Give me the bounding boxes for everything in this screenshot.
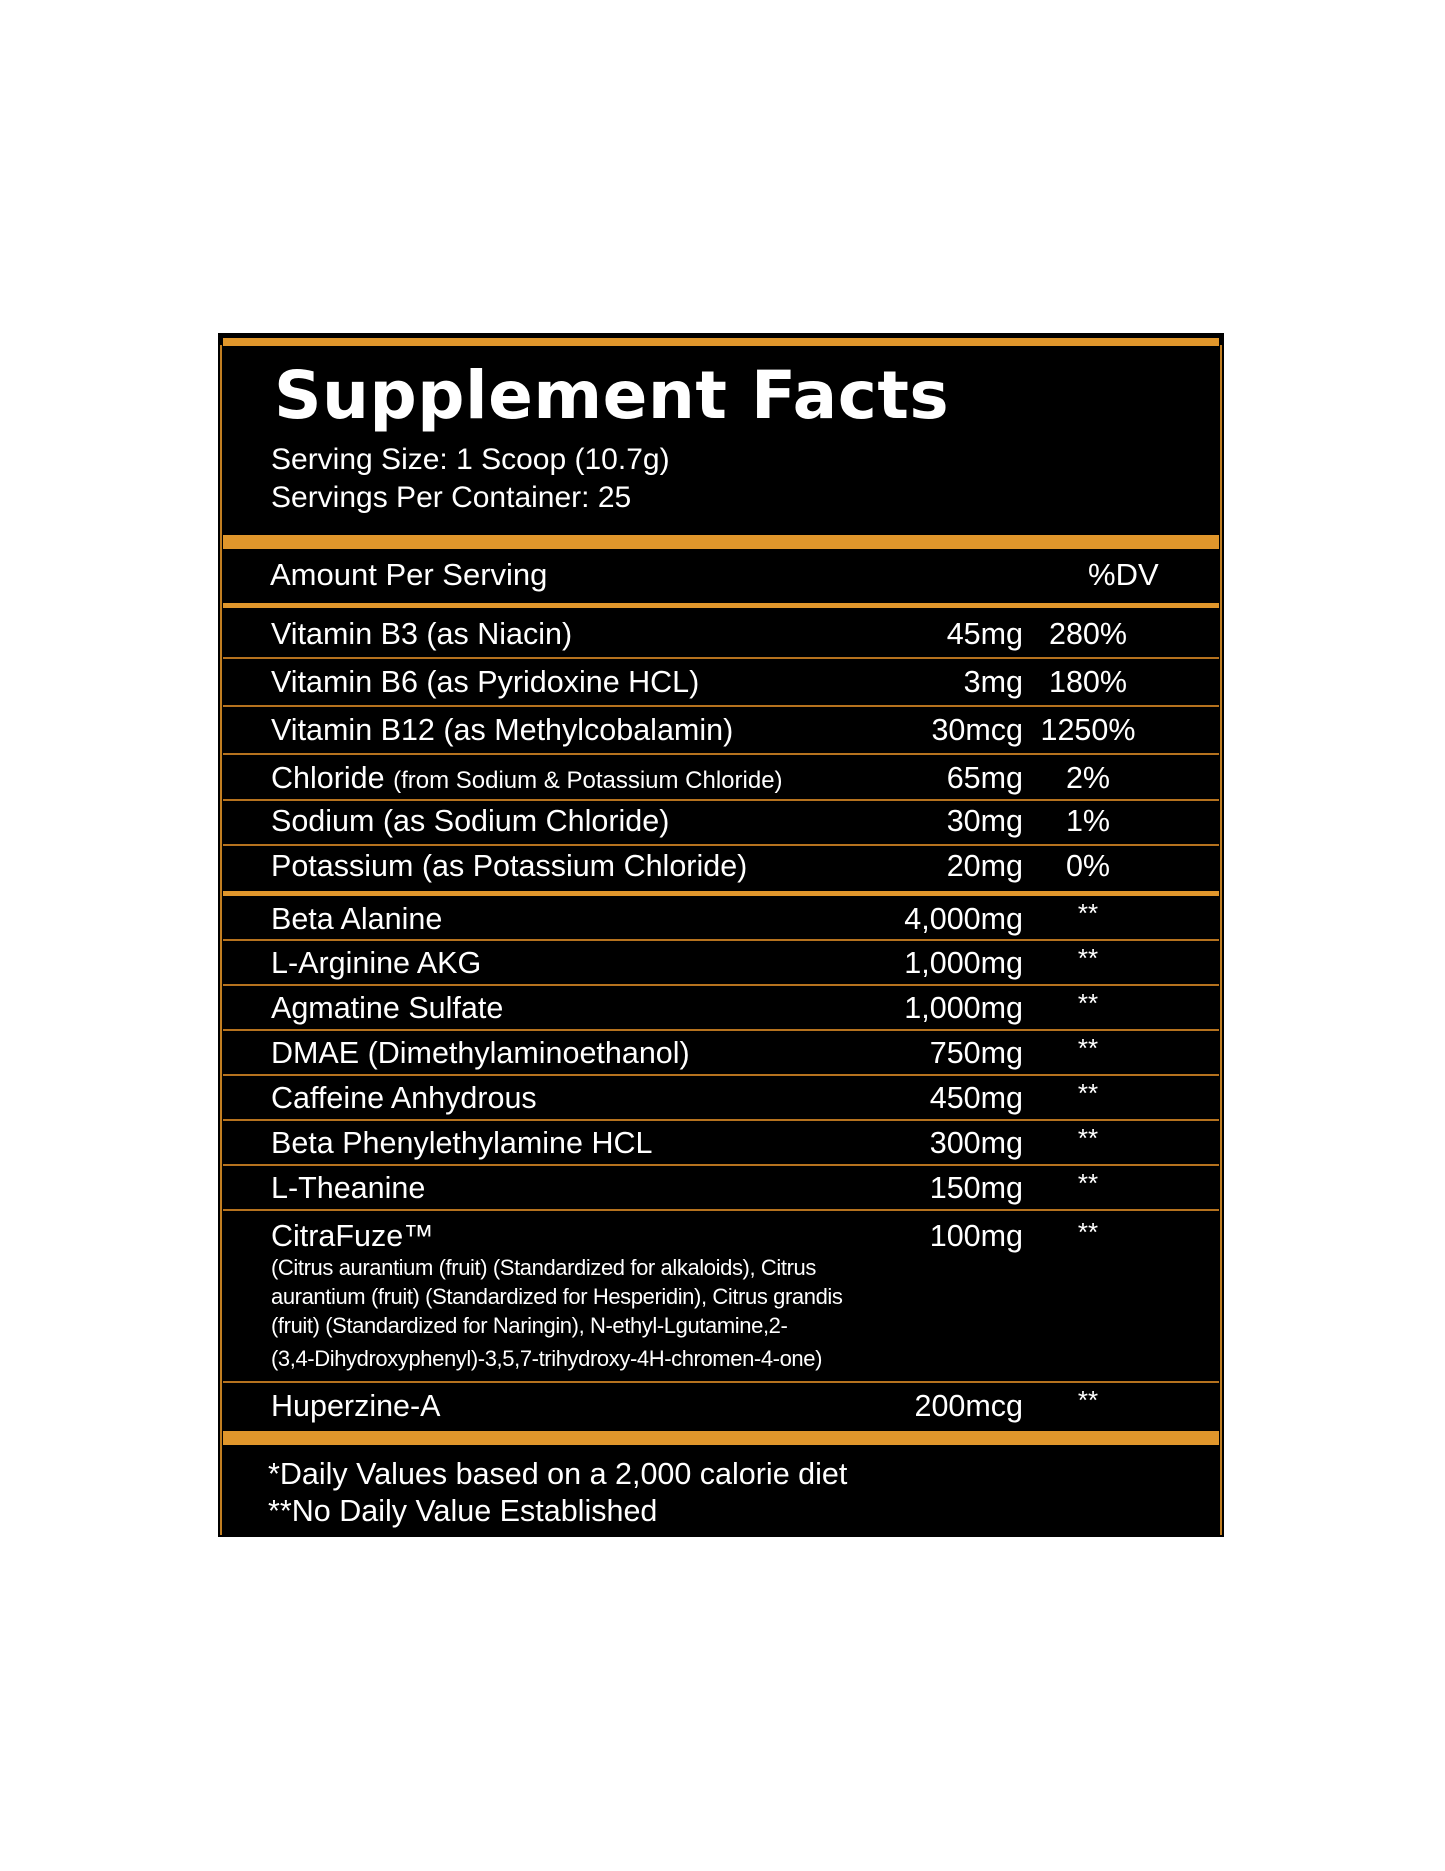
ingredient-row: Beta Phenylethylamine HCL 300mg **	[223, 1121, 1219, 1166]
ingredient-dv: **	[1077, 988, 1099, 1018]
ingredient-dv: **	[1077, 1123, 1099, 1153]
nutrient-dv: 2%	[1065, 761, 1111, 795]
blend-description-line: (fruit) (Standardized for Naringin), N-e…	[271, 1313, 788, 1338]
ingredient-amount: 300mg	[929, 1126, 1023, 1160]
nutrient-amount: 65mg	[946, 761, 1023, 795]
header-bottom-divider	[223, 603, 1219, 608]
vitamin-row: Sodium (as Sodium Chloride) 30mg 1%	[223, 801, 1219, 846]
nutrient-name: Vitamin B3 (as Niacin)	[271, 617, 573, 651]
ingredient-name: Huperzine-A	[271, 1389, 441, 1423]
ingredient-dv: **	[1077, 898, 1099, 928]
ingredient-name: L-Arginine AKG	[271, 946, 482, 980]
serving-size: Serving Size: 1 Scoop (10.7g)	[271, 443, 670, 476]
ingredient-name: Beta Phenylethylamine HCL	[271, 1126, 653, 1160]
ingredient-name: L-Theanine	[271, 1171, 426, 1205]
ingredient-name: Beta Alanine	[271, 902, 443, 936]
ingredient-dv: **	[1077, 1385, 1099, 1415]
nutrient-amount: 3mg	[963, 665, 1023, 699]
ingredient-amount: 100mg	[929, 1219, 1023, 1253]
ingredient-row: Caffeine Anhydrous 450mg **	[223, 1076, 1219, 1121]
ingredient-name: CitraFuze™	[271, 1219, 434, 1253]
nutrient-note: (from Sodium & Potassium Chloride)	[393, 767, 783, 794]
nutrient-amount: 45mg	[946, 617, 1023, 651]
ingredient-amount: 200mcg	[914, 1389, 1023, 1423]
ingredient-amount: 4,000mg	[904, 902, 1023, 936]
blend-description-line: aurantium (fruit) (Standardized for Hesp…	[271, 1284, 843, 1309]
ingredient-row: DMAE (Dimethylaminoethanol) 750mg **	[223, 1031, 1219, 1076]
ingredient-row: Huperzine-A 200mcg **	[223, 1383, 1219, 1431]
nutrient-name: Vitamin B6 (as Pyridoxine HCL)	[271, 665, 700, 699]
ingredient-amount: 750mg	[929, 1036, 1023, 1070]
top-divider	[223, 338, 1219, 346]
vitamin-row: Vitamin B6 (as Pyridoxine HCL) 3mg 180%	[223, 659, 1219, 707]
vitamin-row: Potassium (as Potassium Chloride) 20mg 0…	[223, 846, 1219, 891]
nutrient-dv: 1250%	[1040, 713, 1136, 747]
ingredient-amount: 1,000mg	[904, 991, 1023, 1025]
ingredient-row: L-Arginine AKG 1,000mg **	[223, 941, 1219, 986]
ingredient-row: Agmatine Sulfate 1,000mg **	[223, 986, 1219, 1031]
nutrient-dv: 1%	[1065, 804, 1111, 838]
nutrient-amount: 20mg	[946, 849, 1023, 883]
footnote-daily-values: *Daily Values based on a 2,000 calorie d…	[268, 1457, 848, 1491]
ingredient-dv: **	[1077, 1168, 1099, 1198]
vitamin-row: Vitamin B12 (as Methylcobalamin) 30mcg 1…	[223, 707, 1219, 755]
ingredient-name: Agmatine Sulfate	[271, 991, 504, 1025]
blend-description: (Citrus aurantium (fruit) (Standardized …	[271, 1253, 911, 1373]
blend-description-line: (Citrus aurantium (fruit) (Standardized …	[271, 1255, 816, 1280]
nutrient-amount: 30mg	[946, 804, 1023, 838]
ingredient-row: L-Theanine 150mg **	[223, 1166, 1219, 1211]
nutrient-name: Sodium (as Sodium Chloride)	[271, 804, 670, 838]
amount-per-serving-label: Amount Per Serving	[270, 557, 548, 592]
ingredient-amount: 1,000mg	[904, 946, 1023, 980]
dv-label: %DV	[1088, 557, 1159, 592]
vitamin-row: Chloride (from Sodium & Potassium Chlori…	[223, 755, 1219, 801]
nutrient-dv: 280%	[1048, 617, 1127, 651]
ingredient-amount: 450mg	[929, 1081, 1023, 1115]
ingredient-row: Beta Alanine 4,000mg **	[223, 896, 1219, 941]
vitamin-row: Vitamin B3 (as Niacin) 45mg 280%	[223, 611, 1219, 659]
nutrient-name: Vitamin B12 (as Methylcobalamin)	[271, 713, 734, 747]
nutrient-amount: 30mcg	[931, 713, 1023, 747]
ingredient-dv: **	[1077, 943, 1099, 973]
supplement-facts-panel: Supplement Facts Serving Size: 1 Scoop (…	[218, 333, 1224, 1537]
right-border	[1220, 345, 1222, 1535]
nutrient-name: Chloride	[271, 761, 385, 795]
servings-per-container: Servings Per Container: 25	[271, 481, 632, 514]
section-divider	[223, 891, 1219, 896]
ingredient-dv: **	[1077, 1078, 1099, 1108]
ingredient-amount: 150mg	[929, 1171, 1023, 1205]
footer-divider	[223, 1431, 1219, 1445]
ingredient-dv: **	[1077, 1217, 1099, 1247]
ingredient-name: DMAE (Dimethylaminoethanol)	[271, 1036, 690, 1070]
ingredient-row-blend: CitraFuze™ 100mg ** (Citrus aurantium (f…	[223, 1211, 1219, 1383]
ingredient-dv: **	[1077, 1033, 1099, 1063]
nutrient-name: Potassium (as Potassium Chloride)	[271, 849, 748, 883]
blend-description-line: (3,4-Dihydroxyphenyl)-3,5,7-trihydroxy-4…	[271, 1346, 823, 1371]
nutrient-dv: 0%	[1065, 849, 1111, 883]
left-border	[220, 345, 222, 1535]
panel-title: Supplement Facts	[274, 357, 950, 434]
ingredient-name: Caffeine Anhydrous	[271, 1081, 537, 1115]
nutrient-name-with-note: Chloride (from Sodium & Potassium Chlori…	[271, 761, 783, 796]
header-divider	[223, 535, 1219, 549]
nutrient-dv: 180%	[1048, 665, 1127, 699]
footnote-no-dv: **No Daily Value Established	[268, 1494, 658, 1528]
